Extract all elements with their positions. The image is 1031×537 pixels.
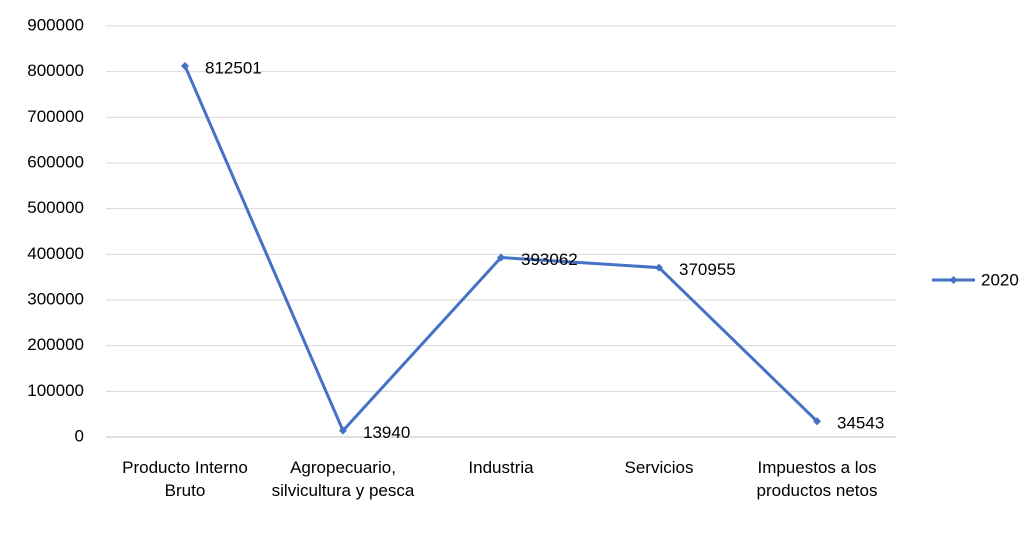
y-tick-label: 600000: [27, 152, 84, 171]
x-tick-label: Producto Interno Bruto: [122, 458, 248, 500]
data-label: 370955: [679, 260, 736, 279]
data-point: [655, 263, 663, 272]
y-tick-label: 500000: [27, 198, 84, 217]
y-tick-label: 700000: [27, 107, 84, 126]
data-point: [339, 426, 347, 435]
y-tick-label: 800000: [27, 61, 84, 80]
data-line: [183, 65, 819, 434]
data-point: [497, 253, 505, 262]
x-tick-label: Servicios: [624, 458, 694, 477]
legend-marker: [949, 276, 958, 284]
y-tick-label: 400000: [27, 244, 84, 263]
x-tick-label: Impuestos a los productos netos: [756, 458, 878, 500]
data-label: 812501: [205, 58, 262, 77]
y-tick-label: 100000: [27, 381, 84, 400]
y-tick-label: 900000: [27, 15, 84, 34]
y-tick-label: 0: [75, 426, 84, 445]
data-point: [813, 417, 821, 426]
data-label: 34543: [837, 414, 884, 433]
data-point: [181, 61, 189, 70]
data-label: 393062: [521, 250, 578, 269]
data-label: 13940: [363, 423, 410, 442]
y-tick-label: 300000: [27, 289, 84, 308]
x-tick-label: Agropecuario, silvicultura y pesca: [271, 458, 415, 500]
x-tick-label: Industria: [468, 458, 534, 477]
legend-label: 2020: [981, 270, 1019, 289]
y-tick-label: 200000: [27, 335, 84, 354]
